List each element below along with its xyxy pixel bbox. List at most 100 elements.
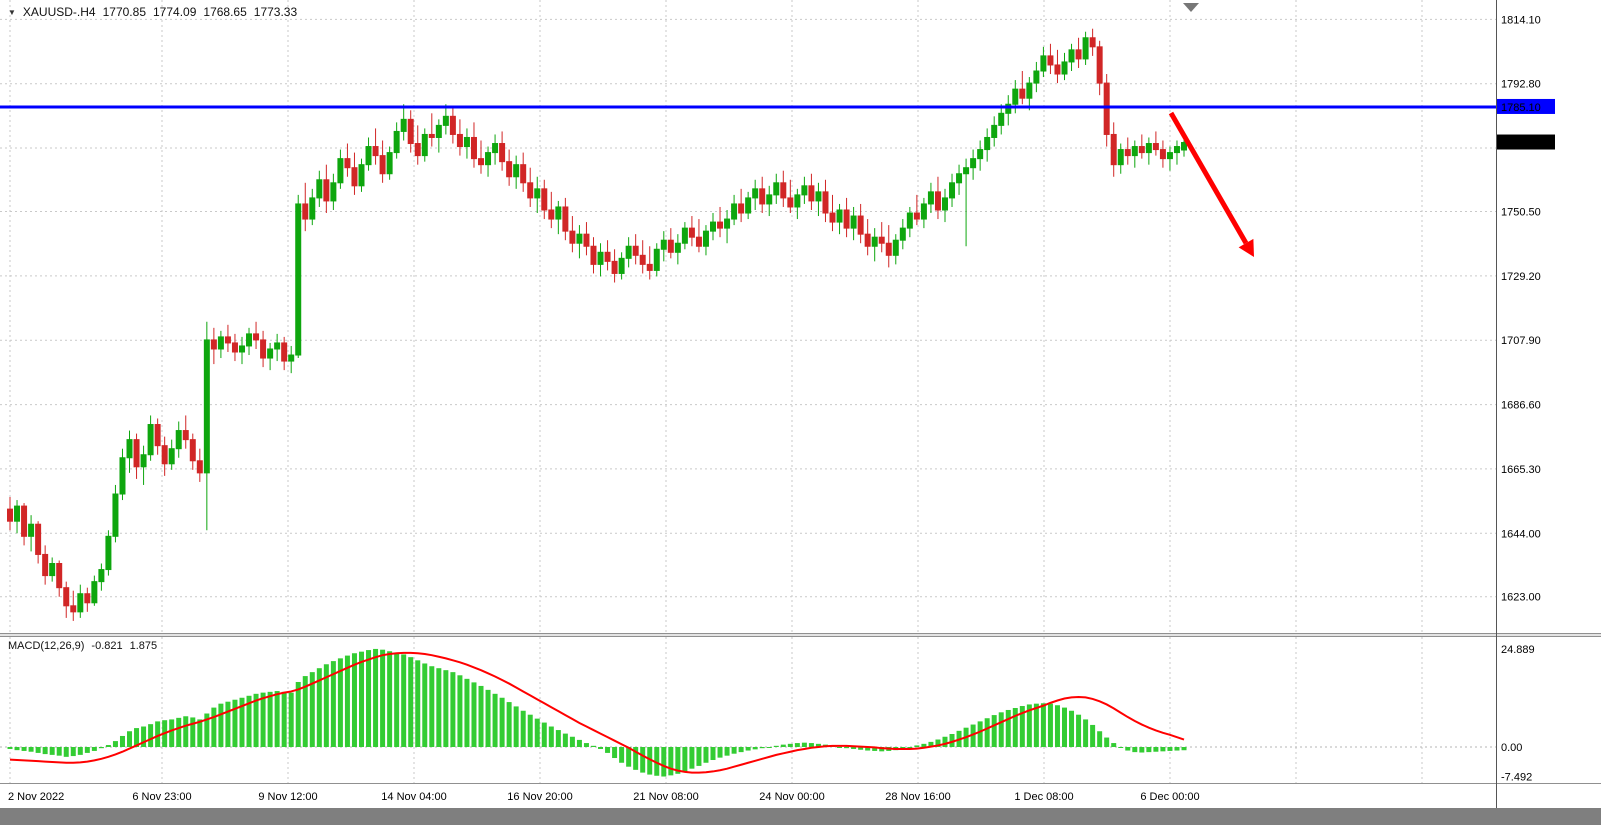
candle-body (421, 133, 428, 157)
candle-body (780, 182, 787, 199)
time-axis-label[interactable]: 6 Nov 23:00 (132, 791, 191, 803)
candle-body (98, 569, 105, 583)
candle-body (836, 209, 843, 223)
candle-body (35, 523, 42, 555)
candle-body (506, 161, 513, 178)
candle-body (949, 182, 956, 199)
macd-histogram-bar (98, 747, 104, 749)
candle-body (808, 185, 815, 202)
macd-histogram-bar (253, 693, 259, 747)
macd-histogram-bar (534, 718, 540, 747)
time-axis-label[interactable]: 1 Dec 08:00 (1014, 791, 1073, 803)
axes[interactable]: 1814.10 1792.80 1750.50 1729.20 1707.90 1686.… (0, 0, 1601, 808)
time-axis-label[interactable]: 21 Nov 08:00 (633, 791, 698, 803)
macd-histogram-bar (914, 745, 920, 747)
time-axis-label[interactable]: 28 Nov 16:00 (885, 791, 950, 803)
candle-body (14, 505, 21, 522)
candle-body (323, 179, 330, 202)
macd-histogram-bar (134, 728, 140, 747)
candle-body (1096, 46, 1103, 84)
candle-body (253, 333, 260, 341)
macd-histogram-bar (1012, 707, 1018, 747)
candle-body (1047, 55, 1054, 66)
candle-body (386, 152, 393, 175)
ohlc-close: 1773.33 (253, 5, 298, 19)
candle-body (688, 227, 695, 238)
candle-body (520, 164, 527, 184)
candle-body (871, 236, 878, 247)
macd-histogram-bar (274, 691, 280, 747)
trend-arrow-line[interactable] (1168, 111, 1249, 245)
macd-histogram-bar (801, 742, 807, 747)
candle-body (330, 182, 337, 202)
candle-body (435, 124, 442, 138)
chart-menu-icon[interactable]: ▼ (8, 7, 16, 17)
candle-body (1012, 88, 1019, 105)
macd-histogram-bar (1054, 705, 1060, 747)
macd-histogram-bar (1069, 710, 1075, 747)
macd-histogram-bar (921, 743, 927, 747)
chart-shift-marker-icon[interactable] (1183, 3, 1199, 12)
window-bottom-bar (0, 808, 1601, 825)
candle-body (773, 182, 780, 196)
macd-histogram-bar (605, 747, 611, 753)
candle-body (1181, 142, 1188, 151)
candle-body (492, 143, 499, 154)
macd-histogram-bar (351, 653, 357, 747)
macd-histogram-bar (1174, 747, 1180, 751)
macd-histogram-bar (689, 747, 695, 769)
macd-histogram-bar (815, 743, 821, 747)
macd-histogram-bar (492, 693, 498, 747)
macd-histogram-bar (344, 655, 350, 747)
time-axis-label[interactable]: 6 Dec 00:00 (1140, 791, 1199, 803)
macd-name: MACD(12,26,9) (8, 640, 85, 652)
candle-body (646, 263, 653, 271)
macd-histogram-bar (759, 747, 765, 749)
macd-histogram-bar (977, 721, 983, 747)
candle-body (534, 188, 541, 199)
candle-body (745, 197, 752, 214)
macd-histogram-bar (794, 743, 800, 747)
candle-body (224, 336, 231, 344)
macd-value-signal: 1.875 (129, 640, 158, 652)
candle-body (1061, 61, 1068, 75)
macd-histogram-bar (696, 747, 702, 766)
time-axis-label[interactable]: 2 Nov 2022 (8, 791, 64, 803)
macd-histogram-bar (717, 747, 723, 758)
candle-body (717, 221, 724, 229)
candle-body (766, 194, 773, 205)
candle-body (724, 218, 731, 229)
candle-body (7, 508, 13, 522)
candle-body (161, 445, 168, 465)
trend-arrow[interactable] (1168, 111, 1254, 257)
macd-histogram-bar (1160, 747, 1166, 752)
macd-histogram-bar (998, 712, 1004, 747)
candle-body (140, 454, 147, 468)
macd-histogram-bar (1090, 724, 1096, 747)
candle-body (927, 191, 934, 205)
time-axis-label[interactable]: 9 Nov 12:00 (258, 791, 317, 803)
candle-body (878, 236, 885, 244)
macd-histogram-bar (337, 658, 343, 747)
trend-arrow-head[interactable] (1238, 238, 1254, 257)
candle-body (752, 188, 759, 199)
macd-histogram-bar (1019, 706, 1025, 747)
symbol-timeframe-label: XAUUSD-.H4 (22, 5, 96, 19)
time-axis-label[interactable]: 14 Nov 04:00 (381, 791, 446, 803)
macd-histogram-bar (429, 666, 435, 747)
candle-body (196, 460, 203, 474)
candle-body (182, 430, 189, 441)
candle-body (815, 191, 822, 202)
time-axis-label[interactable]: 16 Nov 20:00 (507, 791, 572, 803)
candle-body (1019, 88, 1026, 99)
macd-histogram-bar (984, 718, 990, 747)
macd-histogram-bar (1111, 743, 1117, 747)
candle-body (1033, 70, 1040, 84)
price-axis-label: 1623.00 (1501, 592, 1541, 604)
macd-histogram-bar (647, 747, 653, 775)
candle-body (583, 233, 590, 247)
time-axis-label[interactable]: 24 Nov 00:00 (759, 791, 824, 803)
candle-body (449, 115, 456, 135)
macd-histogram-bar (633, 747, 639, 770)
